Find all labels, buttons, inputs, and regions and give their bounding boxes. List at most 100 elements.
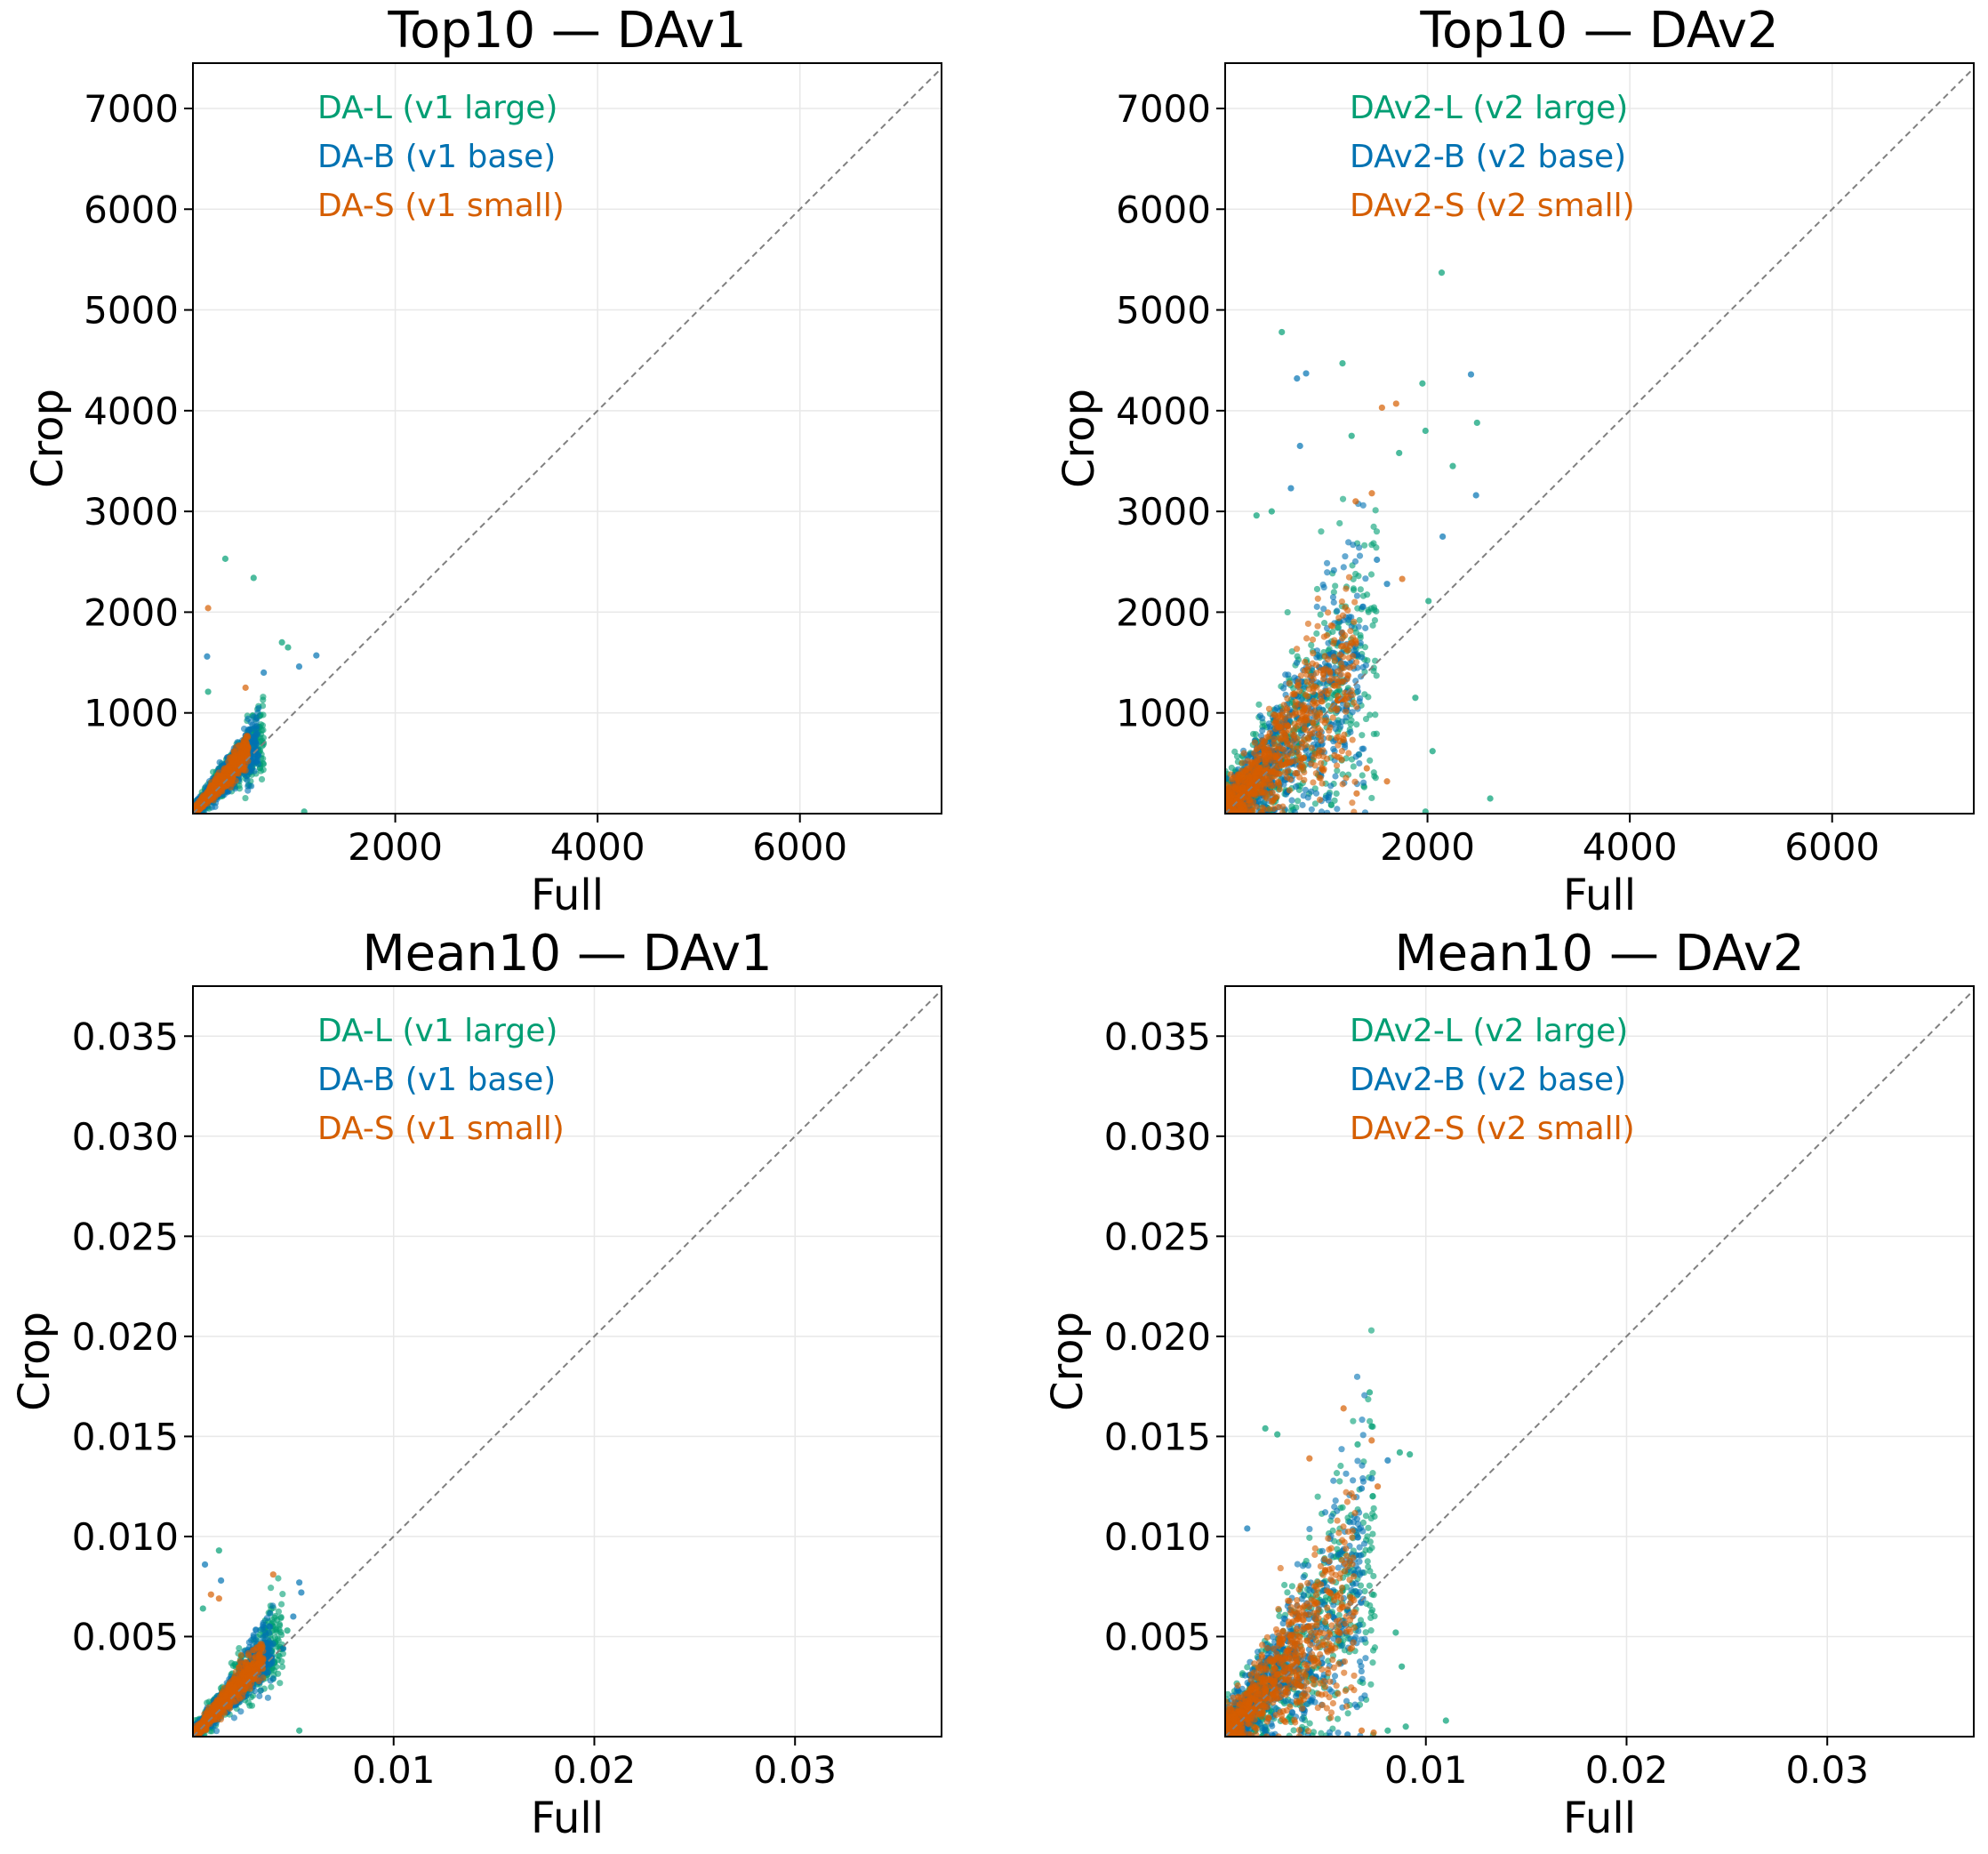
data-point <box>1359 663 1367 671</box>
data-point <box>1360 779 1367 786</box>
data-point <box>1319 581 1327 589</box>
data-point <box>1294 646 1301 653</box>
data-point <box>1238 804 1245 812</box>
y-tick-label: 2000 <box>1116 590 1211 634</box>
data-point <box>1337 670 1345 678</box>
data-point-outlier <box>1399 575 1406 582</box>
data-point <box>1373 730 1380 737</box>
data-point <box>1291 808 1298 814</box>
data-point <box>1279 809 1287 814</box>
data-point <box>1367 711 1374 718</box>
data-point <box>1348 717 1355 724</box>
data-point <box>1263 762 1271 770</box>
data-point <box>1329 714 1336 721</box>
data-point <box>1261 738 1269 745</box>
data-point <box>1318 693 1325 701</box>
data-point <box>1305 686 1313 693</box>
data-point-outlier <box>1339 360 1346 367</box>
identity-line <box>1224 67 1975 815</box>
data-point <box>242 794 249 802</box>
data-point <box>1330 654 1337 661</box>
axes-frame <box>1224 62 1975 815</box>
data-point <box>1297 672 1304 679</box>
subplot-1: 2000 4000 60001000200030004000500060007000… <box>23 2 942 920</box>
data-point <box>1335 678 1342 686</box>
data-point <box>1342 553 1349 560</box>
data-point <box>248 783 255 790</box>
data-point <box>1316 775 1323 782</box>
data-point <box>253 731 261 738</box>
data-point <box>1349 709 1356 716</box>
data-point <box>1248 779 1255 787</box>
data-point <box>1365 606 1372 614</box>
data-point <box>1225 795 1230 802</box>
data-point <box>1330 566 1337 574</box>
data-point <box>1324 809 1331 814</box>
data-point-outlier <box>1253 512 1260 519</box>
data-point-outlier <box>1268 508 1275 515</box>
y-tick-label: 4000 <box>1116 389 1211 433</box>
data-point <box>1320 619 1328 627</box>
data-point <box>1286 679 1293 687</box>
data-point-outlier <box>221 555 229 562</box>
data-point <box>1333 762 1341 769</box>
data-point <box>1315 750 1322 757</box>
data-point <box>1355 573 1362 580</box>
data-point <box>1338 598 1345 606</box>
data-point <box>1280 702 1287 709</box>
data-point <box>1342 632 1349 639</box>
data-point <box>1312 670 1320 677</box>
data-point <box>276 1620 284 1628</box>
data-point <box>1361 542 1368 549</box>
data-point <box>1337 723 1344 730</box>
data-point <box>1325 639 1332 646</box>
data-point <box>275 1575 282 1582</box>
data-point-outlier <box>313 652 320 659</box>
data-point <box>1345 574 1353 581</box>
data-point <box>1351 778 1359 785</box>
data-point <box>1306 730 1314 737</box>
data-point <box>277 1601 285 1608</box>
data-point <box>1368 794 1375 802</box>
data-point <box>231 754 238 761</box>
data-point <box>1272 766 1279 773</box>
data-point <box>1371 616 1379 624</box>
data-point <box>1336 519 1343 527</box>
data-point <box>1283 760 1290 767</box>
y-tick-label: 1000 <box>1116 692 1211 735</box>
data-point <box>252 738 260 745</box>
data-point <box>1351 598 1359 606</box>
data-point <box>1342 604 1349 611</box>
data-point <box>1308 788 1315 795</box>
data-point <box>1330 589 1337 596</box>
data-point-outlier <box>204 688 212 695</box>
data-point <box>1340 654 1347 661</box>
data-point-outlier <box>1294 374 1301 382</box>
data-point-outlier <box>1363 765 1370 772</box>
data-point <box>215 791 222 798</box>
data-point-outlier <box>261 669 268 676</box>
data-point <box>1343 708 1350 715</box>
data-point <box>1321 653 1328 660</box>
data-point <box>1320 766 1327 773</box>
data-point <box>1372 711 1379 718</box>
data-point <box>1295 798 1302 805</box>
data-point <box>244 787 252 794</box>
data-point <box>1362 624 1369 631</box>
data-point <box>1269 789 1276 796</box>
data-point <box>1359 772 1366 779</box>
data-point <box>1326 734 1333 742</box>
data-point <box>1334 607 1341 614</box>
data-point <box>1298 739 1306 746</box>
data-point <box>1252 791 1259 799</box>
data-point <box>1330 598 1337 606</box>
data-point <box>1293 659 1301 666</box>
data-point <box>1273 754 1280 761</box>
data-point <box>1319 676 1327 683</box>
y-tick-label: 6000 <box>84 188 179 231</box>
data-point <box>1297 717 1304 724</box>
data-point <box>206 794 213 802</box>
data-point <box>1339 678 1347 686</box>
data-point <box>1294 653 1301 660</box>
